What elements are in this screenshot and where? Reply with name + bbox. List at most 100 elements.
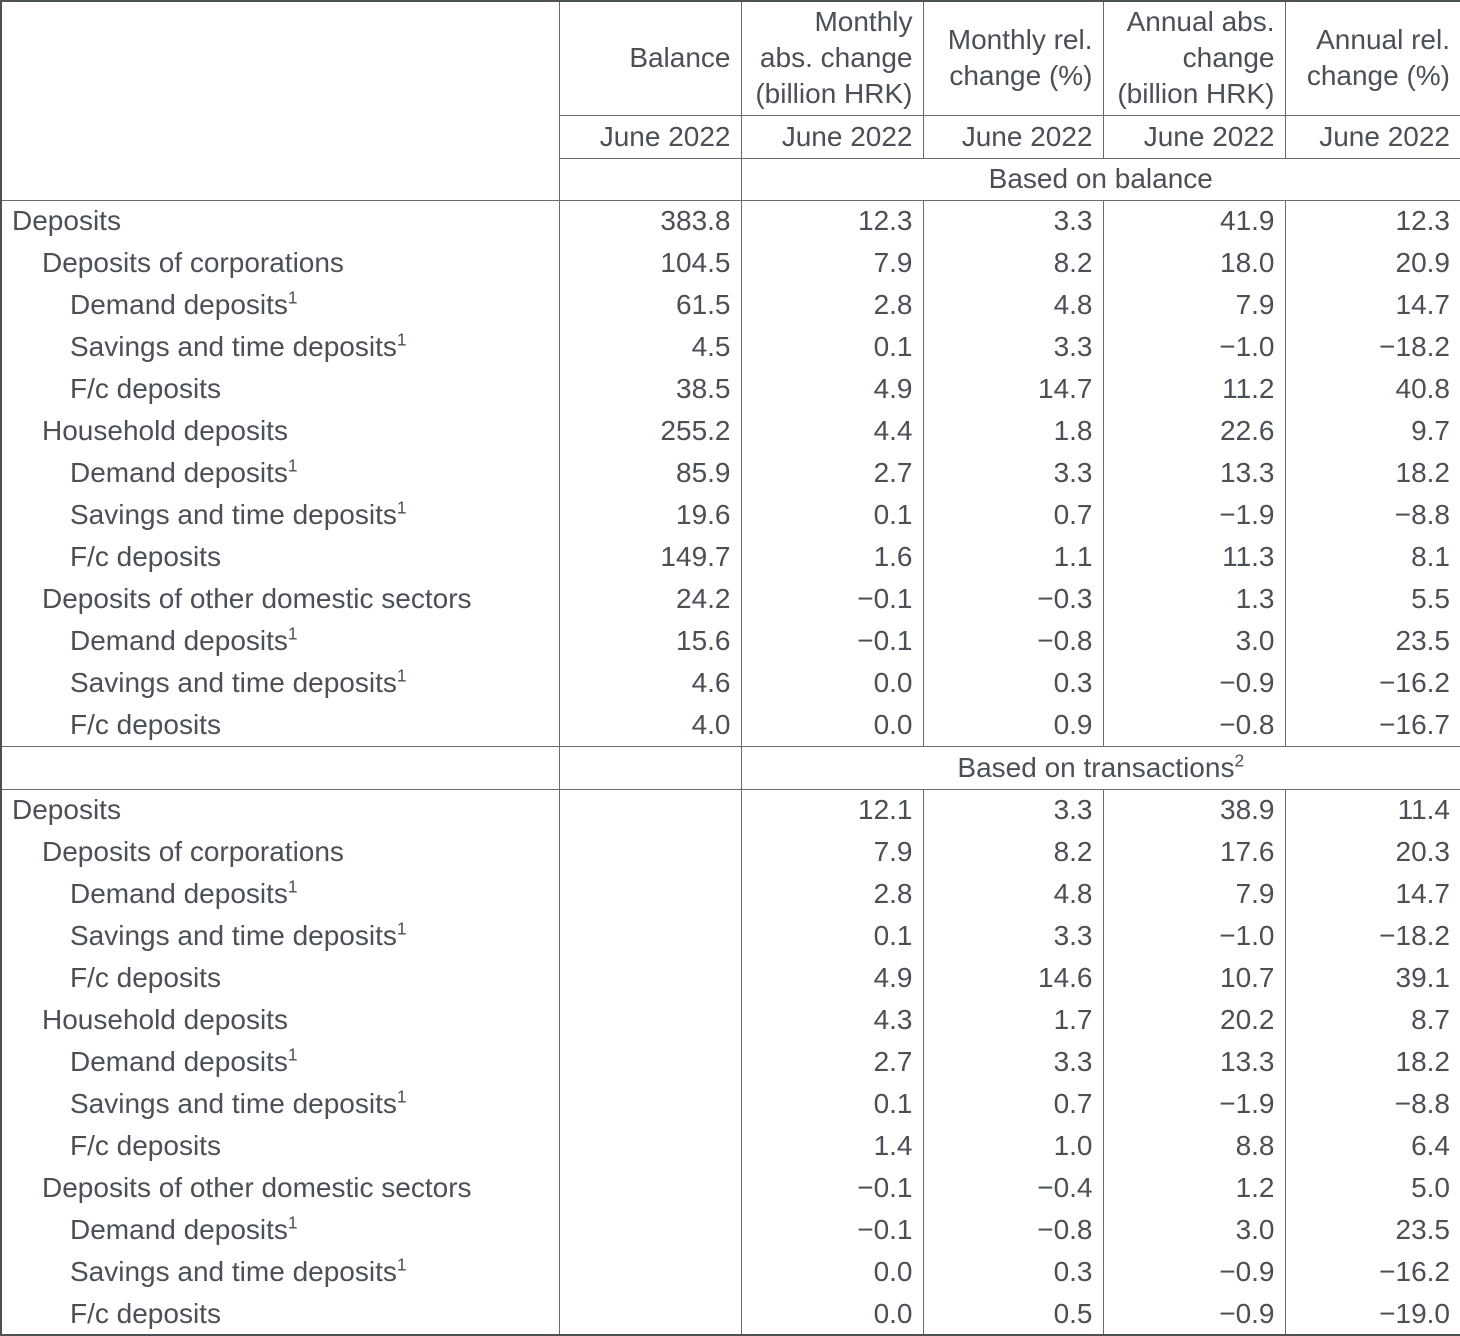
table-row: Household deposits 4.3 1.7 20.2 8.7 [1, 999, 1460, 1041]
value-cell: 7.9 [741, 831, 924, 873]
footnote-marker: 1 [396, 1254, 407, 1275]
value-cell: −1.9 [1103, 494, 1286, 536]
column-header-line: change (%) [1306, 60, 1450, 92]
row-label: Household deposits [1, 410, 560, 452]
value-cell: −8.8 [1394, 499, 1450, 530]
table-row: Deposits of other domestic sectors −0.1 −0… [1, 1167, 1460, 1209]
value-cell: 0.7 [923, 494, 1104, 536]
row-label-text: F/c deposits [70, 1130, 221, 1161]
value-cell: 7.9 [1103, 284, 1286, 326]
table-row: Savings and time deposits1 0.1 0.7 −1.9 −8.8 [1, 1083, 1460, 1125]
value-cell: 18.2 [1395, 1046, 1451, 1077]
value-cell: −16.7 [1379, 708, 1450, 740]
table-row: Demand deposits1 2.8 4.8 7.9 14.7 [1, 873, 1460, 915]
value-cell [559, 831, 742, 873]
value-cell: 3.3 [923, 326, 1104, 368]
row-label: Savings and time deposits1 [1, 1251, 560, 1293]
row-label: Deposits of corporations [1, 242, 560, 284]
table-row: Savings and time deposits1 4.6 0.0 0.3 −0.9−… [1, 662, 1460, 704]
row-label-text: Deposits of other domestic sectors [42, 583, 472, 614]
column-header-line: change [1182, 42, 1275, 74]
value-cell: 1.6 [741, 536, 924, 578]
value-cell: −0.8 [923, 620, 1104, 662]
table-row: Deposits of corporations 7.9 8.2 17.6 20.3 [1, 831, 1460, 873]
column-header-line: Annual rel. [1316, 24, 1450, 56]
row-label-text: Deposits of other domestic sectors [42, 1172, 472, 1203]
value-cell: 15.6 [559, 620, 742, 662]
row-label: Demand deposits1 [1, 873, 560, 915]
value-cell: 0.0 [741, 1251, 924, 1293]
row-label: Savings and time deposits1 [1, 326, 560, 368]
value-cell: 8.7 [1411, 1004, 1450, 1035]
row-label: Demand deposits1 [1, 452, 560, 494]
value-cell [559, 915, 742, 957]
table-row: F/c deposits 149.7 1.6 1.1 11.3 8.1 [1, 536, 1460, 578]
value-cell: 20.2 [1103, 999, 1286, 1041]
row-label: Savings and time deposits1 [1, 662, 560, 704]
value-cell: 0.3 [923, 1251, 1104, 1293]
value-cell [559, 1125, 742, 1167]
value-cell: 3.0 [1103, 620, 1286, 662]
value-cell: 9.7 [1411, 415, 1450, 446]
value-cell: 3.3 [923, 1041, 1104, 1083]
value-cell [559, 1167, 742, 1209]
value-cell: 0.5 [923, 1293, 1104, 1335]
value-cell: 0.1 [741, 326, 924, 368]
table-row: Household deposits 255.2 4.4 1.8 22.6 9.7 [1, 410, 1460, 452]
row-label-text: Savings and time deposits [70, 667, 397, 698]
table-header: Balance Monthly abs. change (billion HRK) Mo… [1, 1, 1460, 201]
table-row: Demand deposits1 2.7 3.3 13.3 18.2 [1, 1041, 1460, 1083]
corner-cell [1, 1, 560, 201]
value-cell: 104.5 [559, 242, 742, 284]
footnote-marker: 1 [287, 455, 298, 476]
table-row: F/c deposits 4.0 0.0 0.9 −0.8 −16.7 [1, 704, 1460, 746]
value-cell: 18.0 [1103, 242, 1286, 284]
table-row: Savings and time deposits1 19.6 0.1 0.7 −1.9… [1, 494, 1460, 536]
column-header-3: Annual abs. change (billion HRK) [1103, 1, 1286, 116]
value-cell: 0.0 [741, 1293, 924, 1335]
section-title-text: Based on balance [988, 163, 1213, 194]
row-label: Deposits [1, 789, 560, 831]
footnote-marker: 1 [396, 1086, 407, 1107]
row-label-text: Household deposits [42, 1004, 288, 1035]
value-cell: 14.7 [1395, 878, 1451, 909]
value-cell: −1.9 [1103, 1083, 1286, 1125]
value-cell: −0.1 [741, 620, 924, 662]
row-label-text: Demand deposits [70, 289, 288, 320]
value-cell: 4.5 [559, 326, 742, 368]
value-cell: 38.5 [559, 368, 742, 410]
table-row: Deposits 12.1 3.3 38.9 11.4 [1, 789, 1460, 831]
row-label-text: Demand deposits [70, 625, 288, 656]
value-cell: −0.8 [923, 1209, 1104, 1251]
period-header-4: June 2022 [1285, 115, 1460, 159]
value-cell: 23.5 [1395, 625, 1451, 656]
value-cell: 1.4 [741, 1125, 924, 1167]
value-cell: 38.9 [1103, 789, 1286, 831]
row-label-text: F/c deposits [70, 708, 221, 740]
row-label: Deposits of corporations [1, 831, 560, 873]
value-cell: 0.1 [741, 494, 924, 536]
value-cell: 1.8 [923, 410, 1104, 452]
column-header-line: change (%) [949, 60, 1093, 92]
row-label-text: Savings and time deposits [70, 1256, 397, 1287]
table-row: Savings and time deposits1 4.5 0.1 3.3 −1.0−… [1, 326, 1460, 368]
value-cell: 149.7 [559, 536, 742, 578]
row-label-text: F/c deposits [70, 373, 221, 404]
value-cell: 4.9 [741, 368, 924, 410]
value-cell: −8.8 [1394, 1088, 1450, 1119]
row-label-text: Household deposits [42, 415, 288, 446]
value-cell: 4.9 [741, 957, 924, 999]
value-cell: −0.9 [1103, 1251, 1286, 1293]
table-row: Deposits of other domestic sectors 24.2 −0… [1, 578, 1460, 620]
row-label-text: F/c deposits [70, 962, 221, 993]
value-cell: 13.3 [1103, 452, 1286, 494]
value-cell [559, 873, 742, 915]
value-cell: −1.0 [1103, 915, 1286, 957]
value-cell [559, 1083, 742, 1125]
row-label: F/c deposits [1, 704, 560, 746]
value-cell: 0.0 [741, 662, 924, 704]
row-label: Savings and time deposits1 [1, 494, 560, 536]
value-cell: 0.1 [741, 1083, 924, 1125]
row-label-text: Savings and time deposits [70, 1088, 397, 1119]
row-label-text: Deposits of corporations [42, 247, 344, 278]
